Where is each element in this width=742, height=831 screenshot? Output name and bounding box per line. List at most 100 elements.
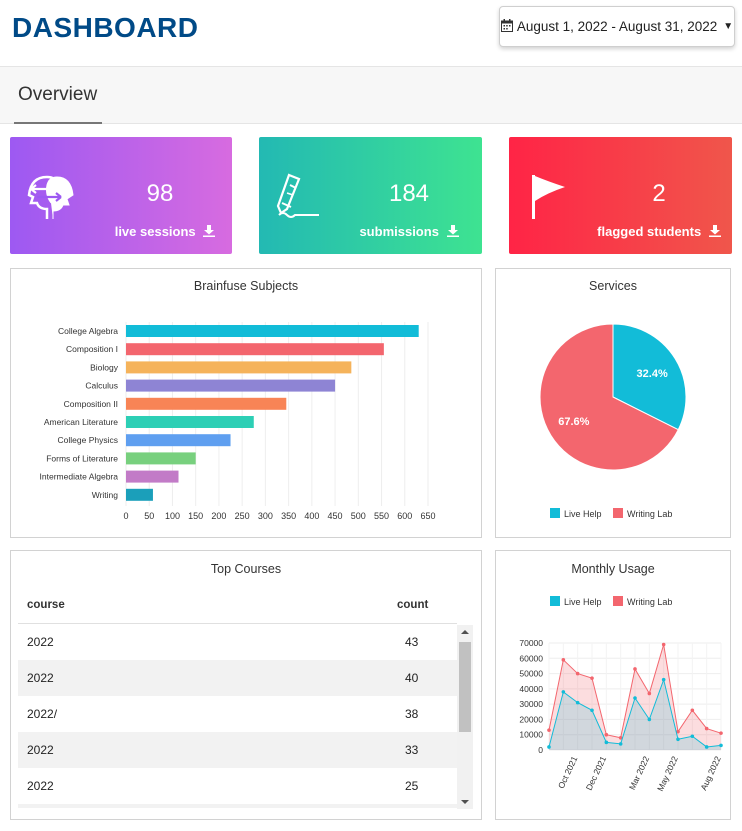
data-point[interactable] xyxy=(647,691,652,696)
category-label: Biology xyxy=(90,362,119,372)
data-point[interactable] xyxy=(575,700,580,705)
live-sessions-label: live sessions xyxy=(114,224,196,239)
table-row[interactable]: 2022 25 xyxy=(18,768,457,804)
submissions-value: 184 xyxy=(388,180,430,207)
data-point[interactable] xyxy=(661,677,666,682)
x-tick-label: 650 xyxy=(420,511,435,521)
table-row[interactable]: 2022/38 xyxy=(18,696,457,732)
data-point[interactable] xyxy=(690,708,695,713)
category-label: College Algebra xyxy=(58,326,118,336)
flagged-students-value: 2 xyxy=(652,180,666,207)
legend-label[interactable]: Live Help xyxy=(564,509,602,519)
data-point[interactable] xyxy=(719,743,723,748)
bar[interactable] xyxy=(126,325,419,337)
x-tick-label: 150 xyxy=(188,511,203,521)
count-cell: 38 xyxy=(405,707,419,721)
data-point[interactable] xyxy=(661,642,666,647)
data-point[interactable] xyxy=(561,690,566,694)
bar[interactable] xyxy=(126,488,153,501)
column-header-count[interactable]: count xyxy=(397,599,429,611)
table-row-partial xyxy=(18,804,457,808)
data-point[interactable] xyxy=(719,731,723,735)
tab-bar: Overview xyxy=(0,66,742,124)
category-label: Calculus xyxy=(85,381,118,391)
y-tick-label: 60000 xyxy=(519,653,543,663)
table-row[interactable]: 2022 43 xyxy=(18,624,457,660)
legend-label[interactable]: Writing Lab xyxy=(627,509,672,519)
data-point[interactable] xyxy=(590,708,594,713)
table-row[interactable]: 2022 40 xyxy=(18,660,457,696)
data-point[interactable] xyxy=(618,742,623,746)
x-tick-label: 350 xyxy=(281,511,296,521)
count-cell: 33 xyxy=(405,743,419,757)
scroll-up-icon[interactable] xyxy=(459,627,471,637)
x-tick-label: 0 xyxy=(123,511,128,521)
legend-swatch xyxy=(550,596,560,606)
monthly-usage-area-chart: 0 10000 20000 30000 40000 50000 60000 70000 Oct … xyxy=(519,596,723,793)
x-tick-label: 600 xyxy=(397,511,412,521)
live-sessions-value: 98 xyxy=(146,180,174,207)
category-label: Composition II xyxy=(64,399,118,409)
flagged-students-download[interactable]: flagged students xyxy=(589,224,729,239)
course-cell: 2022 xyxy=(27,671,54,685)
legend-swatch xyxy=(613,596,623,606)
subjects-chart-title: Brainfuse Subjects xyxy=(193,279,299,293)
services-pie-chart: 32.4% 67.6% Live Help Writing Lab xyxy=(539,323,687,519)
pie-slice[interactable] xyxy=(612,323,687,431)
data-point[interactable] xyxy=(704,745,709,749)
live-sessions-download[interactable]: live sessions xyxy=(105,224,225,239)
data-point[interactable] xyxy=(676,729,680,734)
date-range-picker[interactable]: August 1, 2022 - August 31, 2022 ▼ xyxy=(499,6,735,47)
x-tick-label: Mar 2022 xyxy=(627,754,651,791)
bar[interactable] xyxy=(126,379,336,392)
flagged-students-label: flagged students xyxy=(597,224,702,239)
scroll-down-icon[interactable] xyxy=(459,797,471,807)
data-point[interactable] xyxy=(704,726,709,731)
data-point[interactable] xyxy=(647,717,652,722)
download-icon xyxy=(708,225,721,237)
y-tick-label: 50000 xyxy=(519,669,543,679)
bar[interactable] xyxy=(126,343,384,356)
data-point[interactable] xyxy=(618,735,623,740)
legend-label[interactable]: Writing Lab xyxy=(627,597,672,607)
monthly-usage-title: Monthly Usage xyxy=(571,562,655,576)
flag-icon xyxy=(532,175,565,219)
data-point[interactable] xyxy=(690,734,695,739)
bar[interactable] xyxy=(126,452,196,465)
bar[interactable] xyxy=(126,470,179,483)
legend-label[interactable]: Live Help xyxy=(564,597,602,607)
bar[interactable] xyxy=(126,434,231,447)
category-label: Intermediate Algebra xyxy=(40,472,119,482)
submissions-download[interactable]: submissions xyxy=(349,224,469,239)
head-exchange-icon xyxy=(27,175,74,219)
slice-label: 67.6% xyxy=(558,416,589,428)
bar[interactable] xyxy=(126,361,352,374)
data-point[interactable] xyxy=(561,658,566,662)
column-header-course[interactable]: course xyxy=(27,599,65,611)
data-point[interactable] xyxy=(633,696,637,700)
data-point[interactable] xyxy=(676,737,680,742)
table-scrollbar-thumb[interactable] xyxy=(459,642,471,732)
table-row[interactable]: 2022 33 xyxy=(18,732,457,768)
bar[interactable] xyxy=(126,397,287,410)
x-tick-label: 250 xyxy=(235,511,250,521)
bar[interactable] xyxy=(126,416,254,428)
data-point[interactable] xyxy=(547,728,551,732)
data-point[interactable] xyxy=(604,740,609,745)
header-divider xyxy=(18,623,457,624)
y-tick-label: 0 xyxy=(538,745,543,755)
data-point[interactable] xyxy=(547,745,551,749)
data-point[interactable] xyxy=(575,671,580,676)
course-cell: 2022 xyxy=(27,635,54,649)
submissions-label: submissions xyxy=(359,224,439,239)
data-point[interactable] xyxy=(633,667,637,671)
data-point[interactable] xyxy=(604,732,609,737)
category-label: Forms of Literature xyxy=(46,453,118,463)
caret-down-icon: ▼ xyxy=(723,21,734,32)
pie-slice[interactable] xyxy=(539,323,679,471)
data-point[interactable] xyxy=(590,676,594,680)
y-tick-label: 40000 xyxy=(519,684,543,694)
x-tick-label: 300 xyxy=(258,511,273,521)
tab-overview[interactable]: Overview xyxy=(18,84,98,105)
x-tick-label: Aug 2022 xyxy=(698,754,723,791)
